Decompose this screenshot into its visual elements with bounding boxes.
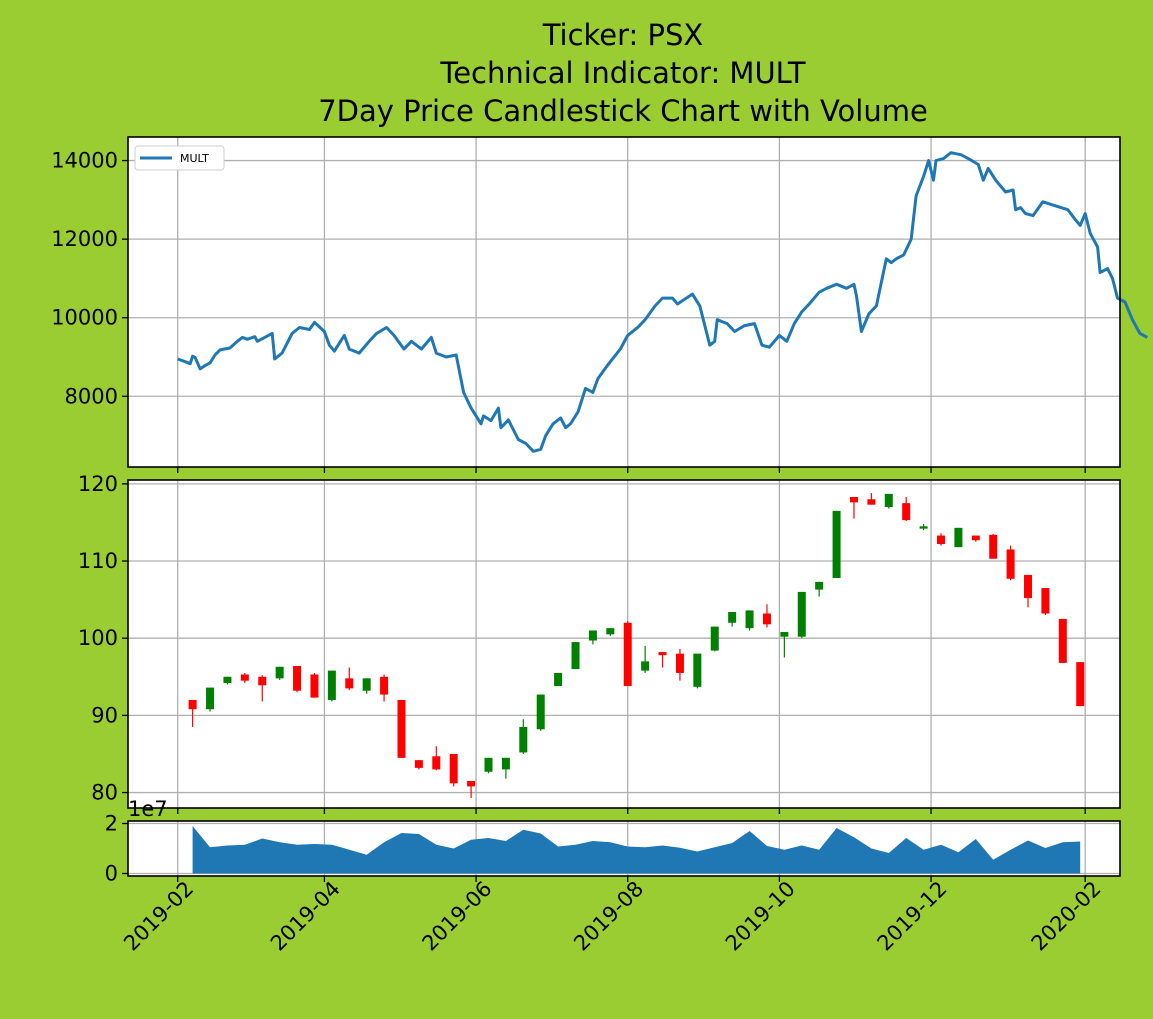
candle-body-21 (554, 672, 563, 687)
candle-body-12 (397, 699, 406, 758)
candle-body-13 (414, 760, 423, 768)
legend: MULT (134, 145, 225, 171)
candle-body-1 (206, 687, 215, 710)
candle-body-32 (745, 610, 754, 629)
y-tick-label-2-1: 2 (105, 812, 118, 836)
chart-title-line-2: Technical Indicator: MULT (439, 56, 805, 90)
candle-body-34 (780, 632, 789, 637)
candle-body-41 (902, 503, 911, 521)
candle-body-24 (606, 628, 615, 635)
candle-body-4 (258, 676, 267, 686)
candle-body-43 (936, 535, 945, 545)
candle-body-47 (1006, 549, 1015, 579)
y-tick-label-0-1: 10000 (51, 306, 118, 330)
indicator-panel-bg (128, 137, 1120, 467)
x-tick-label-0: 2019-02 (119, 877, 198, 956)
candle-body-9 (345, 678, 354, 689)
grid-layer (128, 137, 1120, 876)
data-layer (177, 151, 1149, 874)
candle-body-11 (380, 676, 389, 695)
candle-body-30 (710, 626, 719, 651)
candle-body-33 (762, 613, 771, 625)
candle-body-0 (188, 699, 197, 710)
candle-body-15 (449, 753, 458, 784)
candle-body-40 (884, 493, 893, 508)
y-tick-label-1-3: 110 (78, 549, 118, 573)
candle-body-44 (954, 527, 963, 548)
y-tick-label-1-4: 120 (78, 472, 118, 496)
y-tick-label-1-0: 80 (91, 781, 118, 805)
candle-body-20 (536, 694, 545, 730)
candle-body-8 (327, 670, 336, 700)
legend-box (134, 145, 225, 171)
candle-body-39 (867, 499, 876, 505)
x-tick-label-4: 2019-10 (721, 877, 800, 956)
x-tick-label-5: 2019-12 (873, 877, 952, 956)
volume-area (192, 826, 1081, 874)
candle-body-37 (832, 510, 841, 579)
y-tick-label-0-2: 12000 (51, 227, 118, 251)
candle-body-42 (919, 526, 928, 529)
x-tick-label-3: 2019-08 (569, 877, 648, 956)
candle-body-36 (815, 581, 824, 590)
candle-body-25 (623, 622, 632, 687)
candle-body-14 (432, 756, 441, 770)
y-tick-label-1-1: 90 (91, 703, 118, 727)
candle-body-48 (1024, 574, 1033, 599)
series-line-mult (177, 151, 1149, 453)
candle-body-23 (588, 630, 597, 641)
candle-body-46 (989, 534, 998, 559)
x-tick-label-6: 2020-02 (1027, 877, 1106, 956)
candle-body-31 (728, 611, 737, 623)
volume-offset-label: 1e7 (128, 797, 168, 821)
candle-body-45 (971, 535, 980, 541)
candle-body-27 (658, 652, 667, 656)
candle-body-38 (849, 496, 858, 503)
candle-body-3 (240, 674, 249, 681)
candle-body-5 (275, 666, 284, 679)
x-tick-label-1: 2019-04 (266, 877, 345, 956)
chart-title-line-1: Ticker: PSX (542, 18, 704, 52)
candle-body-22 (571, 642, 580, 670)
candle-body-6 (293, 665, 302, 691)
volume-panel-frame (127, 820, 1121, 877)
candle-body-51 (1076, 662, 1085, 707)
candle-body-50 (1058, 618, 1067, 663)
candle-body-35 (797, 591, 806, 637)
candle-body-16 (467, 780, 476, 787)
candle-body-26 (641, 661, 650, 671)
x-tick-label-2: 2019-06 (418, 877, 497, 956)
candle-body-7 (310, 674, 319, 698)
y-tick-label-1-2: 100 (78, 626, 118, 650)
y-tick-label-2-0: 0 (105, 862, 118, 886)
candle-body-28 (675, 653, 684, 673)
candlestick-panel-frame (127, 479, 1121, 809)
y-tick-label-0-0: 8000 (65, 384, 118, 408)
candle-body-17 (484, 757, 493, 772)
candle-body-10 (362, 678, 371, 691)
indicator-panel-frame (127, 136, 1121, 468)
candle-body-49 (1041, 588, 1050, 614)
y-tick-label-0-3: 14000 (51, 149, 118, 173)
candle-body-18 (501, 757, 510, 770)
legend-label-mult: MULT (180, 152, 209, 165)
candle-body-29 (693, 653, 702, 687)
candle-body-19 (519, 726, 528, 753)
candle-body-2 (223, 676, 232, 683)
chart-title-line-3: 7Day Price Candlestick Chart with Volume (318, 94, 928, 128)
